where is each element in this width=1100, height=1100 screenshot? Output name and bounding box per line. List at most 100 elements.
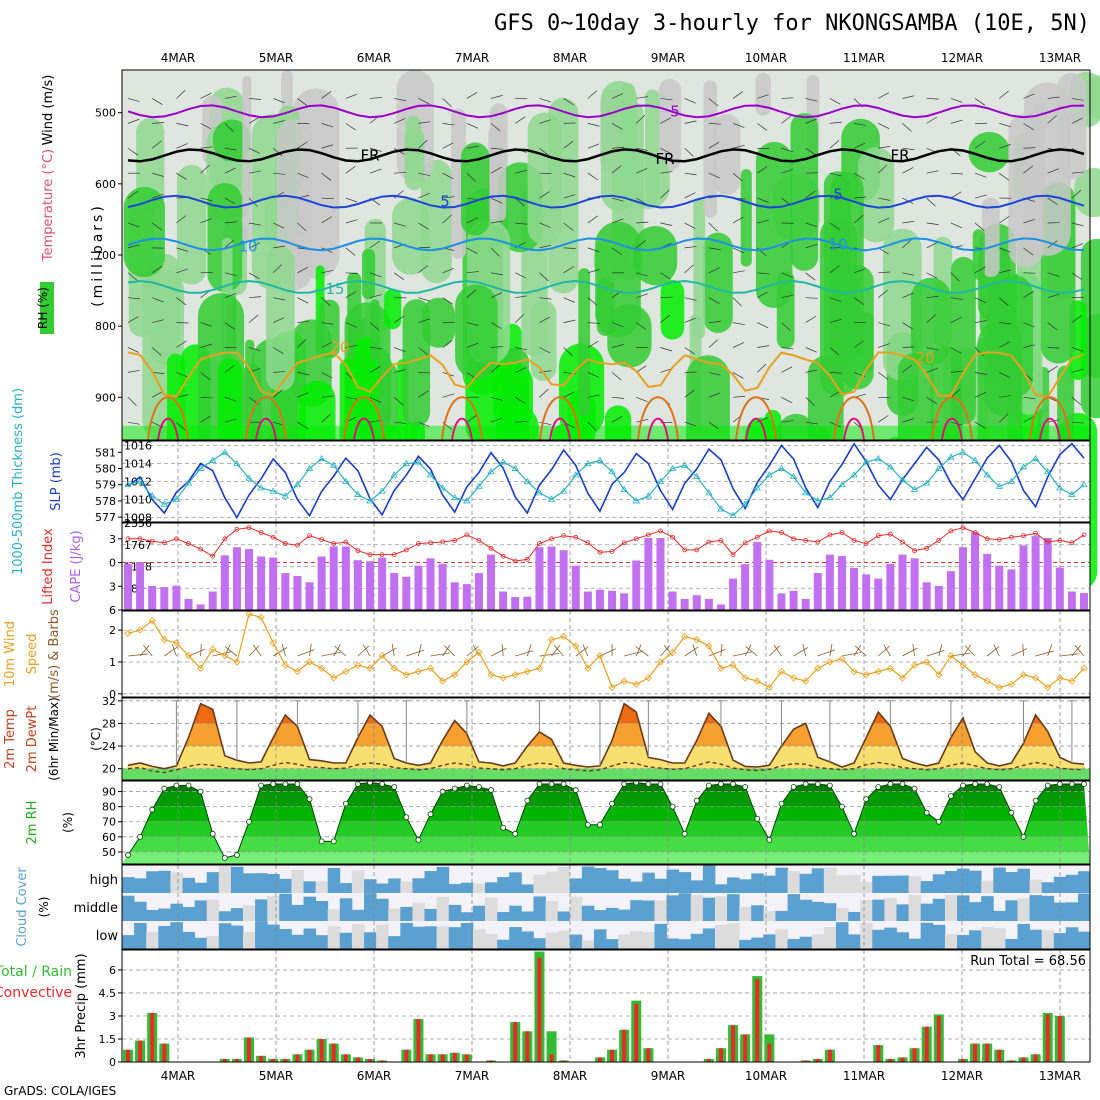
wind-barb bbox=[611, 344, 624, 348]
y-tick-label: 900 bbox=[95, 391, 116, 404]
cape-bar bbox=[329, 546, 338, 610]
wind-barb bbox=[127, 297, 140, 300]
wind-barb bbox=[357, 645, 370, 657]
wind-barb bbox=[1047, 96, 1060, 99]
wind-barb bbox=[708, 267, 720, 274]
rh-marker bbox=[560, 781, 567, 787]
wind-barb bbox=[883, 644, 891, 657]
wind-barb bbox=[636, 322, 647, 330]
cape-bar bbox=[160, 587, 169, 610]
wind-barb bbox=[829, 98, 841, 105]
cloud-cell bbox=[243, 905, 256, 921]
isotherm-30-loop bbox=[549, 417, 571, 441]
wind-barb bbox=[805, 272, 816, 281]
lifted-index-marker bbox=[428, 540, 433, 546]
cloud-cell bbox=[618, 909, 631, 921]
wind-barb bbox=[950, 98, 963, 103]
rh-marker bbox=[451, 785, 458, 792]
cape-bar bbox=[1080, 593, 1088, 610]
wind-barb bbox=[805, 369, 818, 373]
wind-barb bbox=[757, 219, 769, 224]
wind-barb bbox=[273, 297, 286, 301]
wind-barb bbox=[1071, 189, 1082, 199]
x-date-label: 6MAR bbox=[357, 51, 392, 65]
cloud-cell bbox=[194, 937, 208, 949]
wind-barb bbox=[369, 366, 381, 373]
wind-barb bbox=[171, 644, 177, 657]
cloud-cell bbox=[920, 881, 934, 893]
lifted-index-marker bbox=[161, 540, 167, 546]
thickness-marker bbox=[196, 464, 205, 471]
wind-barb bbox=[345, 396, 358, 400]
rh-unit-label: (%) bbox=[61, 812, 75, 833]
cloud-cell bbox=[593, 910, 607, 921]
wind-speed-marker bbox=[414, 667, 422, 676]
y-tick-label: 1.5 bbox=[99, 1033, 117, 1046]
rh-marker bbox=[439, 788, 446, 795]
wind-barb bbox=[732, 91, 744, 99]
wind-barb bbox=[539, 421, 552, 426]
lifted-index-marker bbox=[960, 525, 966, 531]
wind-barb bbox=[176, 215, 187, 224]
wind-barb bbox=[127, 397, 137, 407]
precip-convective-bar bbox=[138, 1040, 143, 1062]
x-date-label: 7MAR bbox=[455, 51, 490, 65]
wind-barb bbox=[369, 294, 382, 299]
rh-marker bbox=[379, 781, 386, 787]
cloud-cell bbox=[291, 934, 304, 949]
wind-barb bbox=[1071, 397, 1082, 406]
cloud-cell bbox=[969, 902, 982, 921]
cloud-cell bbox=[666, 938, 680, 949]
wind-barb bbox=[127, 653, 148, 657]
rh-shaded-cell bbox=[527, 112, 562, 246]
wind-barb bbox=[684, 246, 697, 249]
wind-barb bbox=[999, 90, 1009, 99]
wind-barb bbox=[684, 317, 696, 323]
wind-barb bbox=[878, 372, 889, 380]
lifted-index-marker bbox=[682, 547, 688, 553]
lifted-index-marker bbox=[670, 534, 675, 540]
cloud-cell bbox=[799, 873, 813, 893]
wind-barb bbox=[321, 216, 332, 224]
contour-label: FR bbox=[360, 146, 379, 164]
wind-barb bbox=[757, 94, 769, 99]
wind-speed-marker bbox=[293, 667, 301, 676]
cloud-cell bbox=[472, 929, 486, 949]
cloud-cell bbox=[315, 881, 329, 893]
precip-convective-bar bbox=[743, 1034, 748, 1062]
cloud-cell bbox=[158, 870, 171, 893]
rh-marker bbox=[911, 785, 918, 792]
cape-axis-label: CAPE (J/kg) bbox=[69, 530, 84, 602]
rh-marker bbox=[996, 784, 1003, 790]
wind-barb bbox=[127, 347, 140, 353]
wind-barb bbox=[587, 143, 600, 149]
wind-barb bbox=[176, 123, 189, 127]
cloud-cell bbox=[944, 894, 958, 921]
wind-speed-marker bbox=[547, 636, 556, 644]
wind-barb bbox=[587, 341, 599, 348]
cape-tick-label: 1767 bbox=[124, 539, 152, 552]
wind-barb bbox=[418, 246, 431, 249]
cloud-cell bbox=[424, 908, 438, 921]
rh-shaded-cell bbox=[626, 152, 670, 209]
wind-speed-marker bbox=[995, 683, 1003, 692]
wind-speed-marker bbox=[257, 613, 265, 621]
thickness-marker bbox=[838, 480, 846, 488]
rh-shaded-cell bbox=[790, 113, 819, 271]
rh-shaded-cell bbox=[693, 197, 706, 339]
wind-barb bbox=[139, 645, 150, 657]
wind-barb bbox=[394, 315, 405, 323]
wind-barb bbox=[684, 646, 699, 657]
precip-convective-bar bbox=[888, 1058, 893, 1062]
cloud-cell bbox=[678, 893, 692, 921]
wind-speed-marker bbox=[172, 639, 180, 647]
wind-barb bbox=[563, 266, 575, 274]
panel-rh2m: 50 60 70 80 90 2m RH (%) bbox=[25, 779, 1091, 865]
wind-barb bbox=[854, 123, 866, 126]
wind-barb bbox=[829, 265, 840, 274]
rh-shaded-cell bbox=[658, 78, 682, 171]
wind-speed-marker bbox=[632, 680, 640, 688]
wind-barb bbox=[587, 394, 600, 398]
thickness-marker bbox=[644, 492, 653, 499]
wind-speed-marker bbox=[777, 667, 786, 676]
